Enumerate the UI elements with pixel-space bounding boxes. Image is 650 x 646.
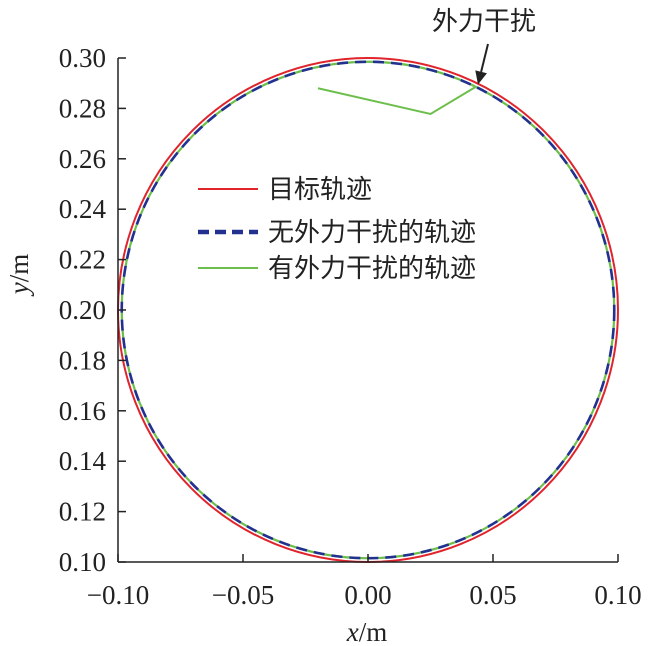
y-tick-label: 0.18: [59, 345, 106, 375]
legend-label-target: 目标轨迹: [268, 175, 372, 205]
y-tick-label: 0.28: [59, 93, 106, 123]
y-ticks: 0.10 0.12 0.14 0.16 0.18 0.20 0.22 0.24 0.26 0.28…: [59, 43, 126, 577]
x-tick-label: 0.00: [344, 580, 391, 610]
series-disturbance-segment: [317, 86, 477, 116]
series-no-disturbance-trajectory: [120, 60, 616, 560]
annotation-arrow-head: [475, 70, 487, 85]
x-ticks: −0.10 −0.05 0.00 0.05 0.10: [87, 554, 642, 610]
x-tick-label: 0.10: [594, 580, 641, 610]
legend-label-with-disturbance: 有外力干扰的轨迹: [268, 254, 476, 284]
annotation-label: 外力干扰: [432, 7, 536, 37]
y-tick-label: 0.10: [59, 547, 106, 577]
axes: −0.10 −0.05 0.00 0.05 0.10 0.100.120.140.160…: [59, 43, 642, 610]
disturbance-annotation: 外力干扰: [432, 7, 536, 85]
x-axis-title: x/m: [346, 617, 388, 646]
x-tick-label: −0.10: [87, 580, 149, 610]
y-tick-label: 0.26: [59, 144, 106, 174]
y-tick-label: 0.30: [59, 43, 106, 73]
x-tick-label: 0.05: [469, 580, 516, 610]
series-with-disturbance-trajectory: [120, 60, 616, 560]
x-tick-label: −0.05: [212, 580, 274, 610]
y-tick-label: 0.14: [59, 446, 107, 476]
legend: 目标轨迹 无外力干扰的轨迹 有外力干扰的轨迹: [198, 175, 476, 284]
y-tick-label: 0.16: [59, 396, 106, 426]
series-layer: [117, 57, 619, 563]
y-tick-label: 0.22: [59, 245, 106, 275]
annotation-arrow: [480, 43, 489, 73]
y-tick-label: 0.20: [59, 295, 106, 325]
y-axis-title: y/m: [4, 254, 34, 298]
y-tick-label: 0.12: [59, 497, 106, 527]
legend-label-no-disturbance: 无外力干扰的轨迹: [268, 218, 476, 248]
y-tick-label: 0.24: [59, 194, 107, 224]
